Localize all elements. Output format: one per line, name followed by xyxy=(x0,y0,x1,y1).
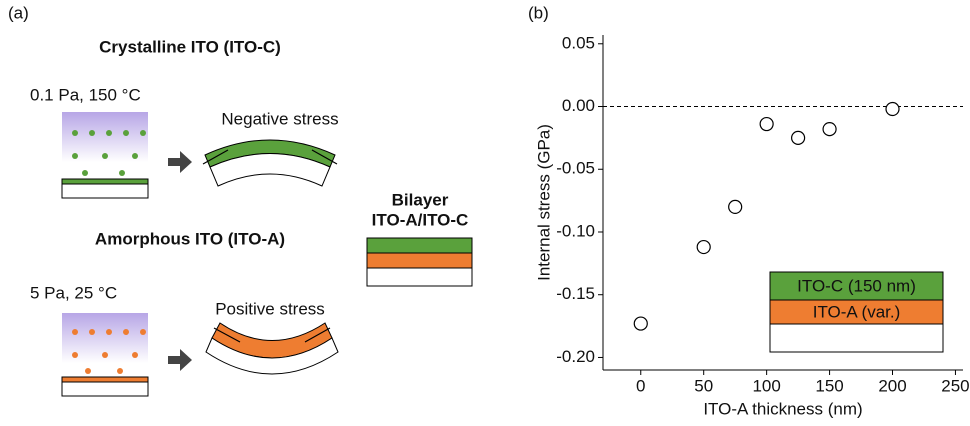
bilayer-layer xyxy=(366,237,473,254)
stress-label: Negative stress xyxy=(221,109,338,128)
substrate xyxy=(61,183,149,199)
arrow xyxy=(202,149,338,165)
x-tick-label: 50 xyxy=(694,376,713,395)
data-point xyxy=(728,199,743,214)
panel-label: (a) xyxy=(8,3,29,22)
section-title: Crystalline ITO (ITO-C) xyxy=(99,37,281,56)
substrate xyxy=(61,381,149,397)
bent-substrate xyxy=(205,337,339,375)
film xyxy=(61,376,149,383)
bilayer-title: Bilayer xyxy=(392,190,449,209)
data-point xyxy=(822,122,837,137)
data-point xyxy=(791,130,806,145)
chart: 0.05 0.00 -0.05 -0.10 -0.15 -0.20 0 50 100 150 200… xyxy=(534,33,969,418)
data-point xyxy=(885,101,900,117)
inset-layer xyxy=(769,323,944,353)
data-point xyxy=(759,116,774,132)
y-tick-label: -0.10 xyxy=(556,221,595,240)
film xyxy=(61,178,149,185)
panel-label: (b) xyxy=(528,3,549,22)
y-tick-label: 0.00 xyxy=(562,96,595,115)
arrow xyxy=(168,151,192,173)
arrow xyxy=(168,349,192,371)
data-point xyxy=(633,316,648,331)
x-tick-label: 200 xyxy=(878,376,906,395)
stress-label: Positive stress xyxy=(215,299,325,318)
arrow xyxy=(213,327,331,343)
y-axis-label: Internal stress (GPa) xyxy=(534,124,553,281)
condition-label: 5 Pa, 25 °C xyxy=(30,283,117,302)
bilayer-layer xyxy=(366,252,473,269)
data-point xyxy=(696,239,711,255)
bilayer-layer xyxy=(366,267,473,287)
x-tick-label: 150 xyxy=(815,376,843,395)
x-tick-label: 250 xyxy=(941,376,969,395)
y-tick-label: -0.05 xyxy=(556,159,595,178)
inset-label: ITO-C (150 nm) xyxy=(797,276,916,295)
inset-label: ITO-A (var.) xyxy=(813,302,901,321)
bent-substrate xyxy=(209,153,331,187)
x-tick-label: 0 xyxy=(636,376,645,395)
section-title: Amorphous ITO (ITO-A) xyxy=(95,229,285,248)
condition-label: 0.1 Pa, 150 °C xyxy=(30,85,141,104)
x-tick-label: 100 xyxy=(752,376,780,395)
particles xyxy=(72,130,146,176)
y-tick-label: 0.05 xyxy=(562,33,595,52)
bilayer-title: ITO-A/ITO-C xyxy=(372,210,469,229)
y-tick-label: -0.15 xyxy=(556,284,595,303)
x-axis-label: ITO-A thickness (nm) xyxy=(703,399,862,418)
particles xyxy=(72,329,146,374)
y-tick-label: -0.20 xyxy=(556,347,595,366)
